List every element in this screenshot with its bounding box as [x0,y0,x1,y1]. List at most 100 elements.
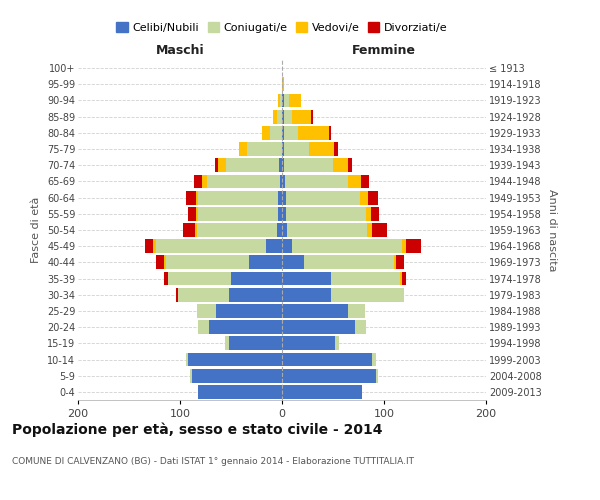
Bar [282,223,287,237]
Bar [282,110,284,124]
Bar [196,207,199,220]
Bar [164,256,166,270]
Bar [247,142,282,156]
Bar [155,240,266,253]
Bar [292,240,403,253]
Bar [335,336,339,350]
Bar [190,369,192,382]
Bar [278,94,280,108]
Text: COMUNE DI CALVENZANO (BG) - Dati ISTAT 1° gennaio 2014 - Elaborazione TUTTITALIA: COMUNE DI CALVENZANO (BG) - Dati ISTAT 1… [12,458,414,466]
Bar [273,110,277,124]
Bar [282,240,292,253]
Bar [280,174,282,188]
Bar [282,142,284,156]
Bar [199,320,209,334]
Bar [282,190,286,204]
Bar [372,223,387,237]
Bar [199,207,278,220]
Bar [331,272,400,285]
Bar [197,223,277,237]
Bar [155,256,164,270]
Bar [186,190,196,204]
Bar [282,288,331,302]
Bar [277,223,282,237]
Bar [279,158,282,172]
Legend: Celibi/Nubili, Coniugati/e, Vedovi/e, Divorziati/e: Celibi/Nubili, Coniugati/e, Vedovi/e, Di… [112,18,452,38]
Bar [308,142,334,156]
Bar [192,369,282,382]
Bar [278,207,282,220]
Bar [333,158,349,172]
Bar [292,110,311,124]
Y-axis label: Anni di nascita: Anni di nascita [547,188,557,271]
Bar [282,336,335,350]
Bar [145,240,154,253]
Bar [282,352,372,366]
Bar [166,256,250,270]
Bar [311,110,313,124]
Bar [285,174,349,188]
Bar [282,174,285,188]
Bar [286,190,359,204]
Bar [226,158,279,172]
Bar [284,158,333,172]
Text: Maschi: Maschi [155,44,205,57]
Bar [331,288,404,302]
Bar [266,240,282,253]
Bar [250,256,282,270]
Bar [282,369,376,382]
Text: Popolazione per età, sesso e stato civile - 2014: Popolazione per età, sesso e stato civil… [12,422,383,437]
Bar [361,174,369,188]
Bar [262,126,270,140]
Bar [282,158,284,172]
Bar [164,272,168,285]
Bar [372,352,376,366]
Bar [282,272,331,285]
Bar [365,207,371,220]
Bar [282,256,304,270]
Bar [329,126,331,140]
Bar [284,94,289,108]
Bar [216,304,282,318]
Bar [231,272,282,285]
Bar [188,207,196,220]
Bar [284,110,292,124]
Bar [196,190,199,204]
Bar [278,190,282,204]
Bar [287,223,367,237]
Bar [215,158,218,172]
Bar [282,385,362,399]
Bar [367,223,372,237]
Bar [282,78,284,91]
Bar [334,142,338,156]
Bar [176,288,178,302]
Bar [284,126,298,140]
Bar [280,94,282,108]
Bar [178,288,229,302]
Bar [229,336,282,350]
Bar [168,272,231,285]
Bar [270,126,282,140]
Bar [199,385,282,399]
Bar [289,94,301,108]
Bar [188,352,282,366]
Bar [239,142,247,156]
Bar [277,110,282,124]
Bar [284,142,308,156]
Bar [400,272,403,285]
Bar [206,174,280,188]
Bar [209,320,282,334]
Bar [229,288,282,302]
Bar [349,158,352,172]
Bar [394,256,396,270]
Bar [282,304,349,318]
Bar [199,190,278,204]
Bar [286,207,365,220]
Text: Femmine: Femmine [352,44,416,57]
Bar [368,190,378,204]
Bar [282,94,284,108]
Bar [359,190,368,204]
Bar [183,223,196,237]
Bar [403,272,406,285]
Bar [282,207,286,220]
